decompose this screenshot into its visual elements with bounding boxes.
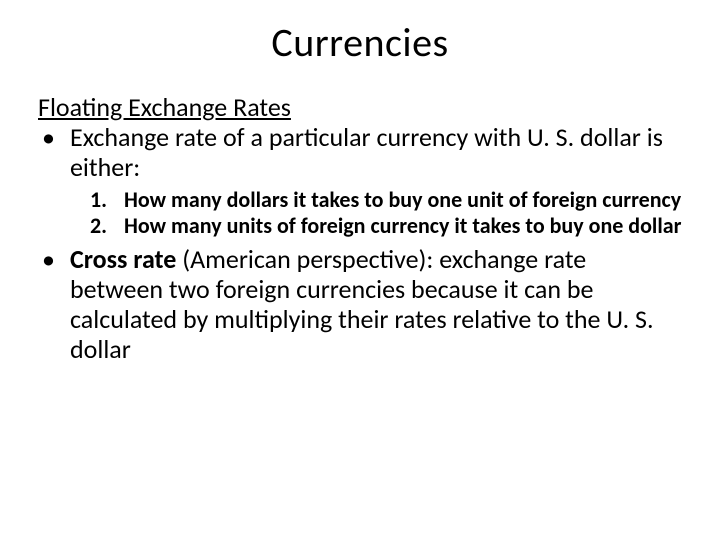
slide-title: Currencies [38,18,682,67]
numbered-text: How many dollars it takes to buy one uni… [124,187,682,213]
bullet-item: • Cross rate (American perspective): exc… [38,245,682,365]
numbered-item: 1. How many dollars it takes to buy one … [90,187,682,213]
section-subheading: Floating Exchange Rates [38,93,682,123]
numbered-item: 2. How many units of foreign currency it… [90,213,682,239]
numbered-list: 1. How many dollars it takes to buy one … [38,187,682,240]
numbered-text: How many units of foreign currency it ta… [124,213,682,239]
bullet-text: Exchange rate of a particular currency w… [70,123,682,183]
slide-container: Currencies Floating Exchange Rates • Exc… [0,0,720,540]
bullet-item: • Exchange rate of a particular currency… [38,123,682,183]
numbered-marker: 2. [90,213,124,239]
bold-term: Cross rate [70,243,176,275]
bullet-text: Cross rate (American perspective): excha… [70,245,682,365]
bullet-marker-icon: • [42,245,70,365]
numbered-marker: 1. [90,187,124,213]
bullet-marker-icon: • [42,123,70,183]
